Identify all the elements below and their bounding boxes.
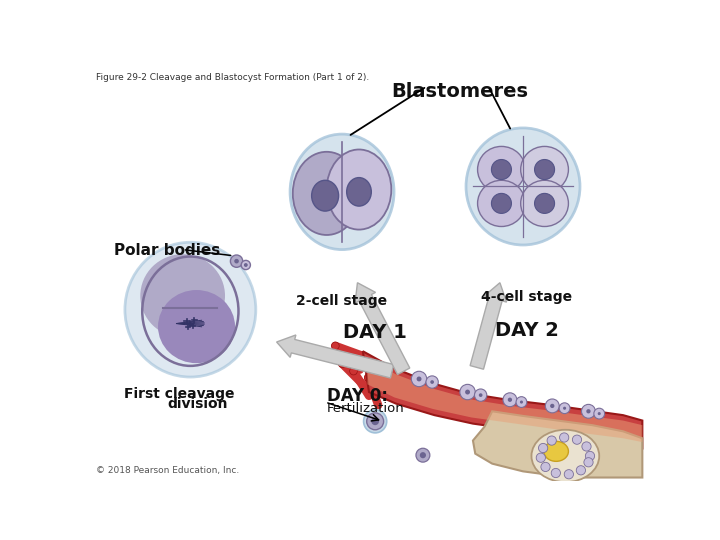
Ellipse shape <box>327 150 392 230</box>
Circle shape <box>508 397 512 402</box>
Circle shape <box>431 380 434 384</box>
Circle shape <box>582 404 595 418</box>
Text: Blastomeres: Blastomeres <box>392 82 528 101</box>
Circle shape <box>366 413 384 430</box>
Circle shape <box>241 260 251 269</box>
Circle shape <box>534 193 554 213</box>
Text: First cleavage: First cleavage <box>124 387 234 401</box>
Circle shape <box>474 389 487 401</box>
Circle shape <box>350 367 357 375</box>
Circle shape <box>516 397 527 408</box>
Ellipse shape <box>140 254 225 338</box>
Text: © 2018 Pearson Education, Inc.: © 2018 Pearson Education, Inc. <box>96 466 239 475</box>
Text: Fertilization: Fertilization <box>327 402 405 415</box>
Circle shape <box>338 360 346 368</box>
Text: 2-cell stage: 2-cell stage <box>297 294 387 308</box>
Text: Figure 29-2 Cleavage and Blastocyst Formation (Part 1 of 2).: Figure 29-2 Cleavage and Blastocyst Form… <box>96 72 369 82</box>
Circle shape <box>539 443 548 453</box>
Text: 32: 32 <box>617 458 633 471</box>
Ellipse shape <box>531 430 599 482</box>
Text: DAY 2: DAY 2 <box>495 321 559 340</box>
Ellipse shape <box>293 152 361 235</box>
Ellipse shape <box>521 180 568 226</box>
Circle shape <box>582 442 591 451</box>
Circle shape <box>586 409 590 414</box>
Circle shape <box>536 453 546 462</box>
Polygon shape <box>473 411 642 477</box>
Text: Polar bodies: Polar bodies <box>114 244 220 259</box>
Circle shape <box>331 350 339 358</box>
Circle shape <box>564 470 573 479</box>
Circle shape <box>230 255 243 267</box>
Circle shape <box>534 159 554 179</box>
Circle shape <box>559 433 569 442</box>
Circle shape <box>585 451 595 461</box>
Circle shape <box>552 468 560 477</box>
Ellipse shape <box>466 128 580 245</box>
Ellipse shape <box>290 134 394 249</box>
Circle shape <box>545 399 559 413</box>
Circle shape <box>547 436 557 445</box>
Circle shape <box>598 412 600 415</box>
Ellipse shape <box>346 178 372 206</box>
Ellipse shape <box>477 180 526 226</box>
Circle shape <box>550 404 554 408</box>
Circle shape <box>411 372 427 387</box>
Ellipse shape <box>544 441 568 461</box>
Circle shape <box>465 389 470 395</box>
Circle shape <box>417 376 421 381</box>
Circle shape <box>460 384 475 400</box>
Ellipse shape <box>477 146 526 193</box>
Circle shape <box>426 376 438 388</box>
Circle shape <box>503 393 517 407</box>
Circle shape <box>416 448 430 462</box>
Circle shape <box>563 407 566 410</box>
Circle shape <box>244 263 248 267</box>
Ellipse shape <box>312 180 338 211</box>
Circle shape <box>372 417 379 425</box>
Text: DAY 0:: DAY 0: <box>327 387 387 405</box>
Circle shape <box>479 393 482 397</box>
Circle shape <box>492 193 511 213</box>
Circle shape <box>492 159 511 179</box>
Polygon shape <box>355 283 410 374</box>
Circle shape <box>520 401 523 403</box>
Text: DAY 1: DAY 1 <box>343 323 407 342</box>
Polygon shape <box>367 359 642 442</box>
Text: division: division <box>168 397 228 411</box>
Text: 4-cell stage: 4-cell stage <box>481 291 572 305</box>
Circle shape <box>541 462 550 471</box>
Polygon shape <box>470 283 507 369</box>
Circle shape <box>584 458 593 467</box>
Circle shape <box>364 374 372 381</box>
Polygon shape <box>363 351 642 448</box>
Circle shape <box>576 465 585 475</box>
Ellipse shape <box>521 146 568 193</box>
Circle shape <box>234 259 239 264</box>
Ellipse shape <box>125 242 256 377</box>
Circle shape <box>420 452 426 458</box>
Circle shape <box>331 342 339 350</box>
Circle shape <box>594 408 605 419</box>
Circle shape <box>572 435 582 444</box>
Polygon shape <box>276 335 394 378</box>
Ellipse shape <box>158 290 235 363</box>
Circle shape <box>364 410 387 433</box>
Circle shape <box>559 403 570 414</box>
